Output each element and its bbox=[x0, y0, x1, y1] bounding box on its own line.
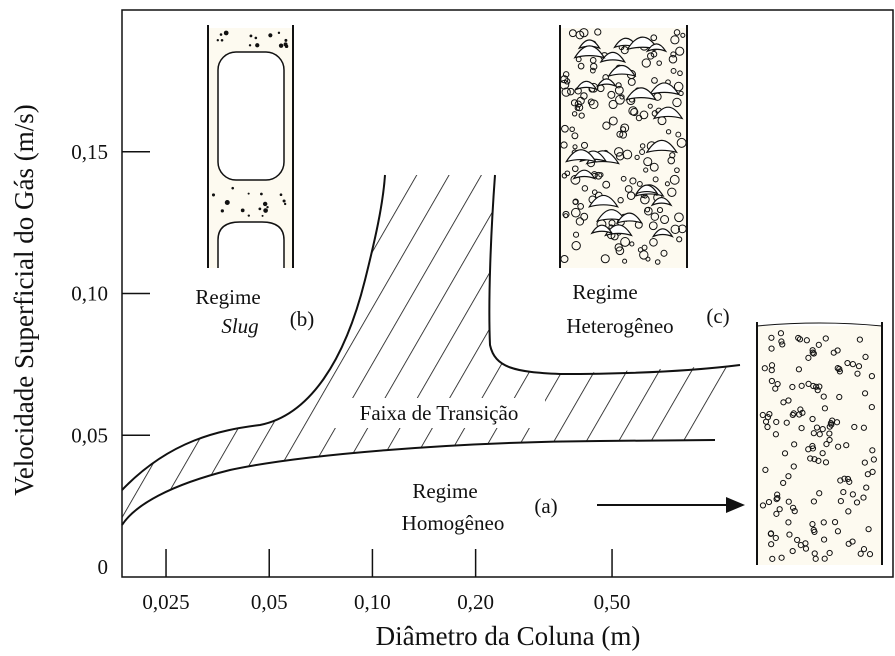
bubble bbox=[217, 39, 219, 41]
bubble bbox=[284, 39, 287, 42]
bubble bbox=[249, 44, 251, 46]
slug-bubble bbox=[218, 222, 284, 268]
column-body bbox=[757, 326, 882, 565]
bubble bbox=[268, 33, 272, 37]
annotation: Homogêneo bbox=[402, 511, 505, 535]
bubble bbox=[231, 187, 234, 190]
x-tick-label: 0,10 bbox=[354, 590, 391, 614]
bubble bbox=[266, 206, 268, 208]
column-heterogeneous bbox=[560, 25, 687, 268]
bubble bbox=[250, 34, 253, 37]
y-axis-label: Velocidade Superficial do Gás (m/s) bbox=[9, 104, 39, 495]
y-tick-label: 0,10 bbox=[71, 282, 108, 306]
bubble bbox=[212, 193, 215, 196]
bubble bbox=[283, 199, 286, 202]
bubble bbox=[220, 33, 223, 36]
liquid-surface bbox=[757, 323, 882, 326]
annotation: Heterogêneo bbox=[566, 314, 673, 338]
bubble bbox=[284, 203, 286, 205]
x-tick-label: 0,20 bbox=[457, 590, 494, 614]
bubble bbox=[241, 209, 245, 213]
x-axis-label: Diâmetro da Coluna (m) bbox=[376, 621, 641, 651]
arrow-head bbox=[726, 497, 745, 513]
bubble bbox=[263, 202, 267, 206]
annotation: (c) bbox=[706, 304, 729, 328]
annotation: Slug bbox=[221, 314, 258, 338]
bubble bbox=[260, 193, 263, 196]
y-tick-label: 0,05 bbox=[71, 423, 108, 447]
bubble bbox=[258, 207, 261, 210]
column-slug bbox=[208, 25, 293, 268]
annotation: (b) bbox=[290, 307, 315, 331]
bubble bbox=[221, 209, 224, 212]
annotation: Faixa de Transição bbox=[360, 401, 519, 425]
bubble bbox=[262, 215, 264, 217]
bubble bbox=[248, 214, 250, 216]
bubble bbox=[279, 43, 283, 47]
bubble bbox=[255, 43, 259, 47]
x-tick-label: 0,025 bbox=[142, 590, 189, 614]
bubble bbox=[263, 208, 268, 213]
annotation: Regime bbox=[572, 280, 637, 304]
bubble bbox=[284, 42, 288, 46]
x-tick-label: 0,50 bbox=[594, 590, 631, 614]
column-homogeneous bbox=[757, 322, 882, 565]
annotation: (a) bbox=[534, 494, 557, 518]
bubble bbox=[221, 39, 224, 42]
y-tick-label: 0,15 bbox=[71, 140, 108, 164]
bubble bbox=[255, 37, 258, 40]
chart: Regime Slug (b) Regime Heterogêneo (c) F… bbox=[0, 0, 895, 656]
bubble bbox=[278, 32, 280, 34]
y-tick-label: 0 bbox=[98, 555, 109, 579]
bubble bbox=[225, 200, 230, 205]
annotation: Regime bbox=[412, 479, 477, 503]
x-tick-label: 0,05 bbox=[251, 590, 288, 614]
bubble bbox=[280, 193, 283, 196]
bubble bbox=[224, 31, 229, 36]
slug-bubble bbox=[218, 52, 284, 180]
bubble bbox=[248, 193, 250, 195]
annotation: Regime bbox=[195, 285, 260, 309]
